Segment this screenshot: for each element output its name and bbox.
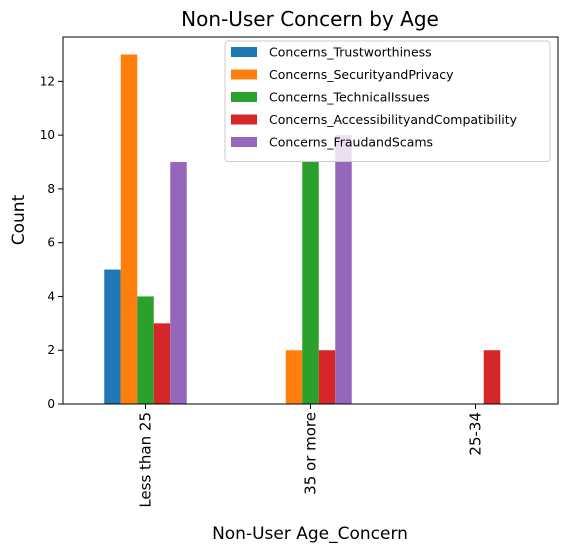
chart-title: Non-User Concern by Age	[181, 7, 439, 31]
bar-3-2	[302, 162, 319, 404]
x-axis: Less than 25 35 or more 25-34	[137, 404, 485, 508]
y-tick-label: 10	[40, 128, 55, 142]
legend-label: Concerns_AccessibilityandCompatibility	[269, 112, 518, 127]
legend-label: Concerns_TechnicalIssues	[269, 90, 430, 105]
bars-layer	[104, 54, 501, 404]
bar-1-1	[104, 269, 121, 404]
y-tick-label: 2	[47, 343, 55, 357]
y-tick-label: 4	[47, 289, 55, 303]
legend-swatch	[231, 47, 257, 57]
bar-5-1	[170, 162, 187, 404]
y-tick-label: 0	[47, 397, 55, 411]
x-axis-title: Non-User Age_Concern	[212, 524, 408, 544]
y-tick-label: 8	[47, 182, 55, 196]
legend: Concerns_Trustworthiness Concerns_Securit…	[224, 40, 551, 162]
bar-4-1	[153, 323, 171, 404]
bar-3-1	[137, 296, 154, 404]
y-axis-title: Count	[9, 194, 29, 245]
x-tick-label: 35 or more	[302, 412, 320, 495]
bar-4-3	[483, 350, 501, 404]
legend-swatch	[231, 114, 257, 125]
bar-2-1	[120, 54, 138, 404]
legend-frame	[224, 40, 551, 162]
legend-swatch	[231, 69, 257, 80]
bar-2-2	[285, 350, 303, 404]
legend-swatch	[231, 137, 257, 147]
x-tick-label: 25-34	[467, 412, 485, 456]
legend-label: Concerns_FraudandScams	[269, 135, 433, 150]
x-tick-label: Less than 25	[137, 412, 155, 508]
y-tick-label: 6	[47, 236, 55, 250]
y-axis: 0 2 4 6 8 10 12	[40, 74, 63, 411]
bar-4-2	[318, 350, 336, 404]
legend-label: Concerns_Trustworthiness	[269, 45, 432, 60]
legend-label: Concerns_SecurityandPrivacy	[269, 67, 454, 82]
y-tick-label: 12	[40, 74, 55, 88]
bar-5-2	[335, 135, 352, 404]
legend-swatch	[231, 92, 257, 102]
